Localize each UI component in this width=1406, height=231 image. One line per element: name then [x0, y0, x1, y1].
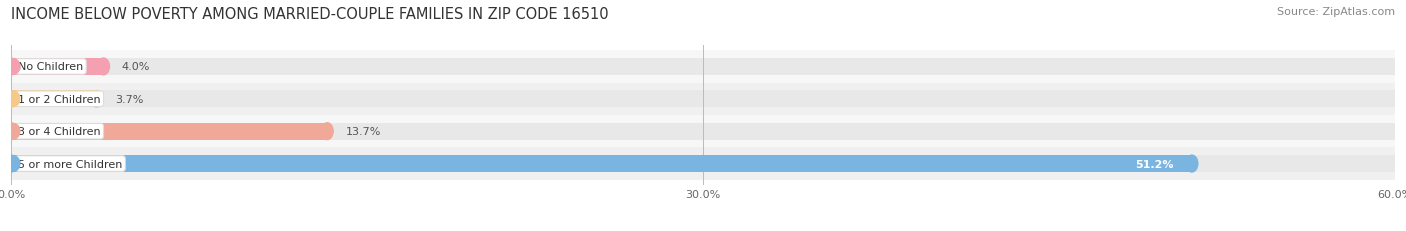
Bar	[11, 91, 97, 108]
Bar	[11, 83, 1395, 116]
Bar	[11, 51, 1395, 83]
Circle shape	[10, 92, 20, 106]
Circle shape	[321, 123, 333, 140]
Bar	[11, 155, 1192, 172]
Bar	[11, 123, 328, 140]
Bar	[11, 155, 1395, 172]
Bar	[11, 59, 1395, 76]
Circle shape	[10, 125, 20, 139]
Circle shape	[97, 59, 110, 76]
Circle shape	[10, 60, 20, 74]
Circle shape	[6, 91, 17, 108]
Text: 3 or 4 Children: 3 or 4 Children	[18, 127, 101, 137]
Circle shape	[90, 91, 103, 108]
Text: 5 or more Children: 5 or more Children	[18, 159, 122, 169]
Text: Source: ZipAtlas.com: Source: ZipAtlas.com	[1277, 7, 1395, 17]
Circle shape	[1185, 155, 1198, 172]
Bar	[11, 91, 1395, 108]
Bar	[11, 123, 1395, 140]
Text: INCOME BELOW POVERTY AMONG MARRIED-COUPLE FAMILIES IN ZIP CODE 16510: INCOME BELOW POVERTY AMONG MARRIED-COUPL…	[11, 7, 609, 22]
Bar	[11, 148, 1395, 180]
Circle shape	[6, 155, 17, 172]
Text: 13.7%: 13.7%	[346, 127, 381, 137]
Circle shape	[6, 123, 17, 140]
Text: No Children: No Children	[18, 62, 83, 72]
Text: 51.2%: 51.2%	[1135, 159, 1174, 169]
Bar	[11, 59, 104, 76]
Bar	[11, 116, 1395, 148]
Circle shape	[10, 157, 20, 171]
Text: 4.0%: 4.0%	[122, 62, 150, 72]
Text: 3.7%: 3.7%	[115, 94, 143, 104]
Circle shape	[6, 59, 17, 76]
Text: 1 or 2 Children: 1 or 2 Children	[18, 94, 101, 104]
